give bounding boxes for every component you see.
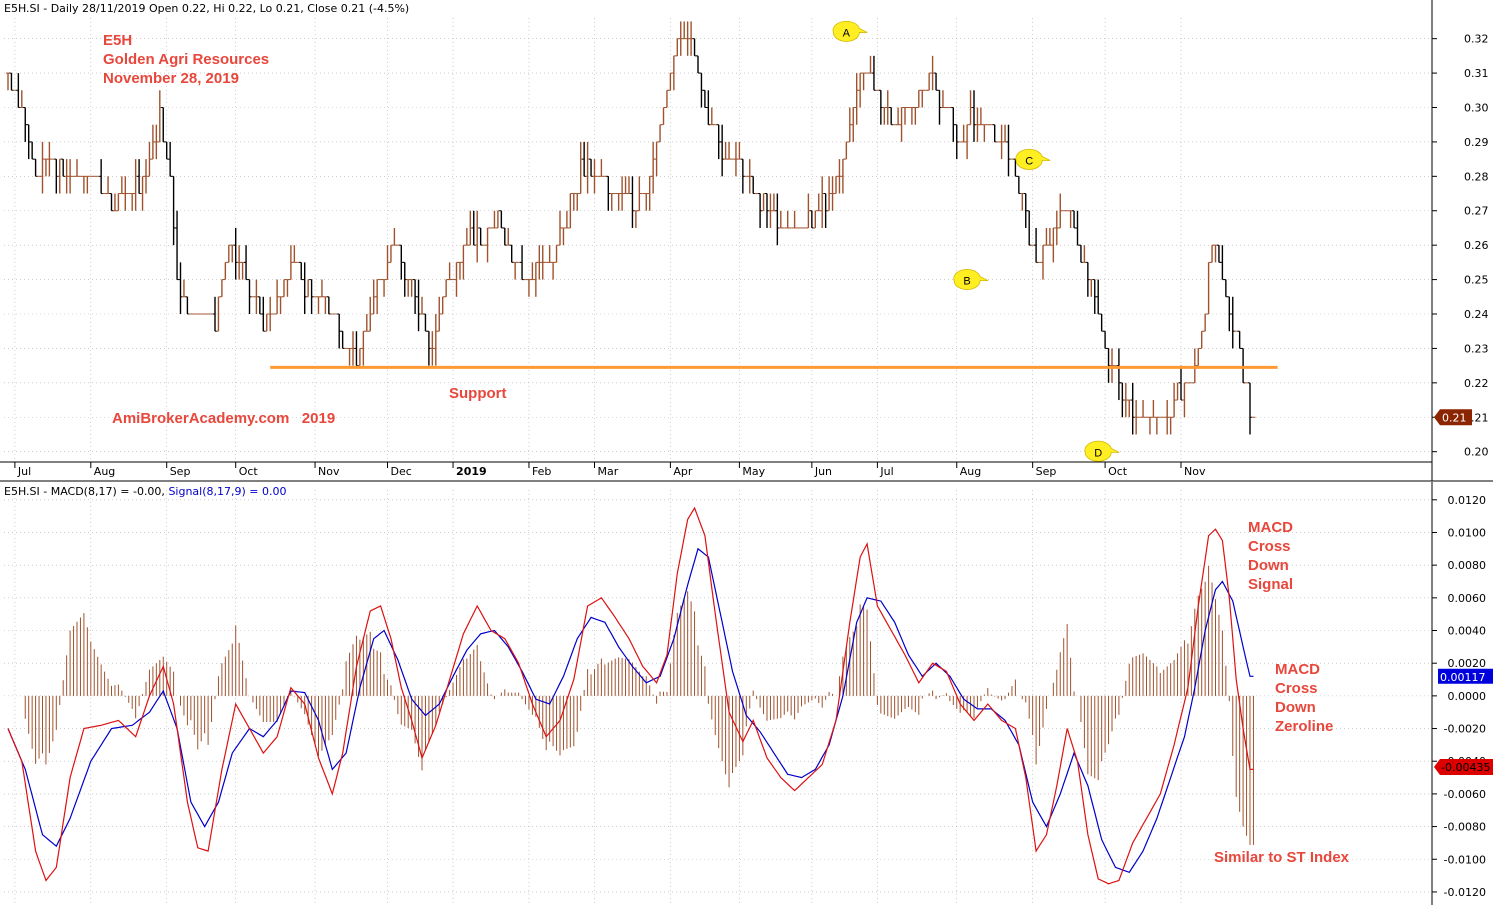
date-tick-label: Oct bbox=[239, 465, 259, 478]
stock-title-block: E5H Golden Agri Resources November 28, 2… bbox=[103, 32, 269, 87]
price-tick-label: 0.22 bbox=[1464, 377, 1489, 390]
wave-marker-bubble bbox=[1084, 440, 1120, 462]
macd-value-tag: -0.00435 bbox=[1434, 758, 1493, 775]
price-bars bbox=[6, 21, 1256, 435]
macd-cross-zeroline-note: MACD Cross Down Zeroline bbox=[1275, 661, 1333, 735]
price-tick-label: 0.28 bbox=[1464, 170, 1489, 183]
price-tick-label: 0.26 bbox=[1464, 239, 1489, 252]
price-tick-label: 0.27 bbox=[1464, 205, 1489, 218]
macd-tick-label: 0.0000 bbox=[1448, 690, 1487, 703]
macd-axis: 0.01200.01000.00800.00600.00400.00200.00… bbox=[1431, 482, 1487, 905]
price-tick-label: 0.25 bbox=[1464, 274, 1489, 287]
wave-marker-label: B bbox=[963, 276, 970, 288]
wave-marker-c: C bbox=[1015, 148, 1051, 170]
date-axis: Jul Aug Sep Oct Nov Dec 2019 Feb Mar Apr May Jun Jul… bbox=[0, 461, 1432, 478]
macd-note-2-line-1: MACD bbox=[1275, 661, 1320, 678]
watermark-text: AmiBrokerAcademy.com 2019 bbox=[112, 410, 335, 427]
macd-note-2-line-3: Down bbox=[1275, 699, 1316, 716]
date-tick-label: Sep bbox=[170, 465, 191, 478]
macd-note-1-line-2: Cross bbox=[1248, 538, 1291, 555]
macd-tick-label: 0.0020 bbox=[1448, 657, 1487, 670]
macd-tick-label: -0.0020 bbox=[1444, 723, 1486, 736]
macd-tick-label: -0.0080 bbox=[1444, 821, 1486, 834]
price-pane: Support E5H Golden Agri Resources Novemb… bbox=[0, 0, 1489, 481]
price-tick-label: 0.31 bbox=[1464, 67, 1489, 80]
macd-note-2-line-4: Zeroline bbox=[1275, 718, 1333, 735]
date-tick-label: Nov bbox=[318, 465, 340, 478]
macd-header: E5H.SI - MACD(8,17) = -0.00, Signal(8,17… bbox=[4, 485, 287, 498]
date-tick-label: Sep bbox=[1036, 465, 1057, 478]
macd-tick-label: 0.0120 bbox=[1448, 494, 1487, 507]
macd-line bbox=[7, 506, 1254, 885]
price-tick-label: 0.29 bbox=[1464, 136, 1489, 149]
date-tick-label: Jul bbox=[17, 465, 31, 478]
price-header-details: - Daily 28/11/2019 Open 0.22, Hi 0.22, L… bbox=[40, 2, 409, 15]
last-price-value: 0.21 bbox=[1442, 411, 1467, 424]
price-header-symbol: E5H.SI bbox=[4, 2, 40, 15]
wave-marker-bubble bbox=[1015, 148, 1051, 170]
macd-value-tag-bg bbox=[1434, 758, 1493, 775]
wave-marker-label: A bbox=[843, 27, 851, 39]
signal-value-label: 0.00117 bbox=[1440, 671, 1486, 684]
date-tick-label: Aug bbox=[960, 465, 981, 478]
date-tick-label: Oct bbox=[1108, 465, 1128, 478]
macd-note-1-line-4: Signal bbox=[1248, 576, 1293, 593]
price-tick-label: 0.32 bbox=[1464, 33, 1489, 46]
macd-tick-label: 0.0040 bbox=[1448, 625, 1487, 638]
price-header: E5H.SI - Daily 28/11/2019 Open 0.22, Hi … bbox=[4, 2, 409, 15]
date-tick-label: Feb bbox=[532, 465, 551, 478]
stock-company-name: Golden Agri Resources bbox=[103, 51, 269, 68]
wave-marker-d: D bbox=[1084, 440, 1120, 462]
support-label: Support bbox=[449, 385, 507, 402]
macd-note-2-line-2: Cross bbox=[1275, 680, 1318, 697]
date-tick-label: 2019 bbox=[456, 465, 487, 478]
wave-marker-bubble bbox=[953, 268, 989, 291]
date-tick-label: May bbox=[742, 465, 765, 478]
date-tick-label: Jul bbox=[879, 465, 893, 478]
stock-chart-date: November 28, 2019 bbox=[103, 70, 239, 87]
macd-header-symbol: E5H.SI bbox=[4, 485, 40, 498]
macd-pane: 0.01200.01000.00800.00600.00400.00200.00… bbox=[4, 482, 1493, 905]
wave-marker-a: A bbox=[832, 20, 868, 42]
last-price-tag-bg bbox=[1434, 409, 1472, 426]
wave-marker-label: C bbox=[1025, 155, 1033, 167]
macd-note-1-line-1: MACD bbox=[1248, 519, 1293, 536]
stock-ticker-title: E5H bbox=[103, 32, 132, 49]
date-tick-label: Jun bbox=[814, 465, 832, 478]
macd-cross-signal-note: MACD Cross Down Signal bbox=[1248, 519, 1293, 593]
signal-value-tag: 0.00117 bbox=[1438, 668, 1493, 684]
signal-value-tag-bg bbox=[1438, 668, 1493, 684]
macd-tick-label: -0.0100 bbox=[1444, 853, 1486, 866]
date-tick-label: Dec bbox=[391, 465, 412, 478]
date-tick-label: Aug bbox=[94, 465, 115, 478]
macd-tick-label: -0.0120 bbox=[1444, 886, 1486, 899]
wave-markers: A B C D bbox=[832, 20, 1120, 462]
price-tick-label: 0.24 bbox=[1464, 308, 1489, 321]
macd-tick-label: 0.0080 bbox=[1448, 559, 1487, 572]
macd-tick-label: -0.0060 bbox=[1444, 788, 1486, 801]
price-tick-label: 0.30 bbox=[1464, 101, 1489, 114]
last-price-tag: 0.21 bbox=[1434, 409, 1472, 426]
similar-index-note: Similar to ST Index bbox=[1214, 849, 1350, 866]
date-tick-label: Nov bbox=[1184, 465, 1206, 478]
date-tick-label: Apr bbox=[673, 465, 693, 478]
wave-marker-bubble bbox=[832, 20, 868, 42]
macd-note-1-line-3: Down bbox=[1248, 557, 1289, 574]
price-tick-label: 0.23 bbox=[1464, 342, 1489, 355]
wave-marker-label: D bbox=[1094, 447, 1102, 459]
macd-tick-label: 0.0060 bbox=[1448, 592, 1487, 605]
price-tick-label: 0.20 bbox=[1464, 446, 1489, 459]
macd-header-macd: - MACD(8,17) = -0.00, bbox=[40, 485, 169, 498]
macd-tick-label: 0.0100 bbox=[1448, 526, 1487, 539]
wave-marker-b: B bbox=[953, 268, 989, 291]
macd-value-label: -0.00435 bbox=[1441, 761, 1490, 774]
macd-header-signal: Signal(8,17,9) = 0.00 bbox=[168, 485, 286, 498]
date-tick-label: Mar bbox=[598, 465, 619, 478]
